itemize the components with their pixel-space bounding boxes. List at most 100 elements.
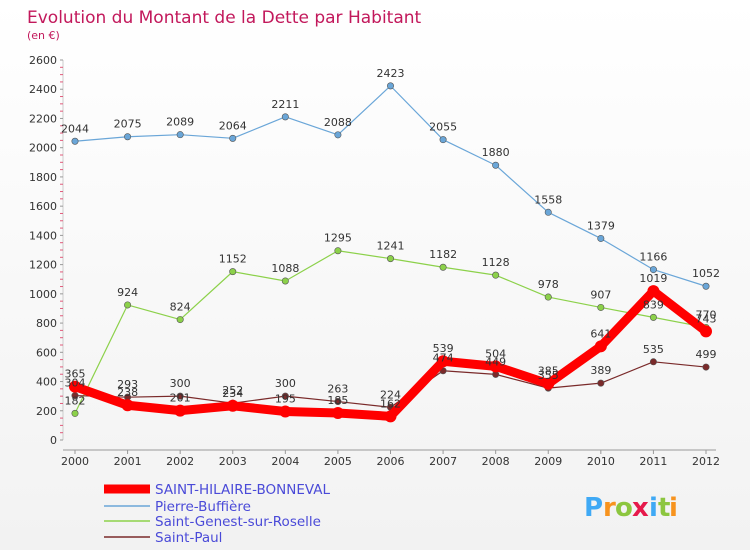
logo-letter: i — [669, 493, 678, 523]
x-tick-label: 2009 — [534, 455, 562, 468]
data-label: 162 — [380, 397, 401, 410]
y-tick-label: 2600 — [29, 54, 57, 67]
y-tick-label: 2400 — [29, 83, 57, 96]
data-point — [597, 234, 605, 242]
data-label: 839 — [643, 298, 664, 311]
data-label: 2064 — [219, 119, 247, 132]
y-tick-label: 2200 — [29, 112, 57, 125]
data-point — [176, 392, 184, 400]
data-label: 2075 — [114, 118, 142, 131]
data-point — [124, 133, 132, 141]
data-point — [176, 131, 184, 139]
logo-letter: i — [649, 493, 658, 523]
data-label: 1088 — [271, 262, 299, 275]
data-label: 539 — [433, 342, 454, 355]
data-label: 304 — [65, 377, 86, 390]
legend: SAINT-HILAIRE-BONNEVALPierre-BuffièreSai… — [104, 482, 330, 546]
data-label: 1128 — [482, 256, 510, 269]
data-point — [647, 285, 660, 298]
x-tick-label: 2001 — [114, 455, 142, 468]
data-label: 1019 — [639, 272, 667, 285]
data-label: 365 — [65, 368, 86, 381]
data-point — [386, 255, 394, 263]
x-tick-label: 2007 — [429, 455, 457, 468]
y-tick-label: 800 — [36, 317, 57, 330]
data-point — [649, 266, 657, 274]
y-tick-label: 1000 — [29, 288, 57, 301]
data-label: 293 — [117, 378, 138, 391]
data-label: 770 — [696, 308, 717, 321]
data-label: 1558 — [534, 193, 562, 206]
data-point — [439, 136, 447, 144]
data-point — [649, 313, 657, 321]
legend-label: Saint-Paul — [155, 530, 222, 546]
data-point — [229, 268, 237, 276]
data-label: 300 — [170, 377, 191, 390]
data-label: 1241 — [377, 240, 405, 253]
legend-label: SAINT-HILAIRE-BONNEVAL — [155, 482, 330, 498]
data-label: 300 — [275, 377, 296, 390]
series-0 — [69, 285, 712, 423]
data-point — [386, 82, 394, 90]
data-point — [492, 161, 500, 169]
data-point — [281, 277, 289, 285]
data-label: 263 — [327, 383, 348, 396]
data-label: 474 — [433, 352, 454, 365]
y-tick-label: 2000 — [29, 142, 57, 155]
data-point — [439, 263, 447, 271]
data-point — [597, 379, 605, 387]
data-label: 924 — [117, 286, 138, 299]
logo-letter: t — [658, 493, 670, 523]
data-label: 2088 — [324, 116, 352, 129]
data-point — [71, 409, 79, 417]
data-label: 1880 — [482, 146, 510, 159]
x-tick-label: 2005 — [324, 455, 352, 468]
data-label: 385 — [538, 365, 559, 378]
data-label: 1152 — [219, 253, 247, 266]
y-tick-label: 1600 — [29, 200, 57, 213]
x-tick-label: 2010 — [587, 455, 615, 468]
data-point — [594, 340, 607, 353]
x-tick-label: 2011 — [639, 455, 667, 468]
data-label: 2423 — [377, 67, 405, 80]
logo-letter: r — [603, 493, 616, 523]
axes: 0 200 400 600 800 1000 1200 1400 1600 1800 2000 220… — [29, 54, 720, 468]
data-label: 2211 — [271, 98, 299, 111]
series-1 — [71, 82, 710, 290]
logo-letter: o — [615, 493, 633, 523]
logo-letter: P — [584, 493, 603, 523]
data-point — [489, 360, 502, 373]
logo-letter: x — [632, 493, 649, 523]
data-point — [492, 271, 500, 279]
data-point — [124, 301, 132, 309]
y-tick-label: 600 — [36, 346, 57, 359]
data-point — [226, 399, 239, 412]
data-label: 234 — [222, 387, 243, 400]
data-point — [334, 247, 342, 255]
data-label: 252 — [222, 384, 243, 397]
legend-label: Saint-Genest-sur-Roselle — [155, 514, 321, 530]
data-label: 355 — [538, 369, 559, 382]
y-tick-label: 1800 — [29, 171, 57, 184]
series-2 — [71, 247, 710, 417]
chart-subtitle: (en €) — [27, 29, 60, 42]
data-point — [331, 406, 344, 419]
data-label: 1182 — [429, 248, 457, 261]
data-point — [384, 410, 397, 423]
data-label: 185 — [327, 394, 348, 407]
data-label: 641 — [590, 327, 611, 340]
x-tick-label: 2012 — [692, 455, 720, 468]
data-point — [121, 399, 134, 412]
data-label: 978 — [538, 278, 559, 291]
y-tick-label: 1400 — [29, 229, 57, 242]
data-label: 535 — [643, 343, 664, 356]
data-point — [544, 293, 552, 301]
data-point — [334, 131, 342, 139]
x-tick-label: 2000 — [61, 455, 89, 468]
data-point — [281, 392, 289, 400]
data-point — [702, 363, 710, 371]
data-label: 1379 — [587, 219, 615, 232]
data-point — [71, 137, 79, 145]
